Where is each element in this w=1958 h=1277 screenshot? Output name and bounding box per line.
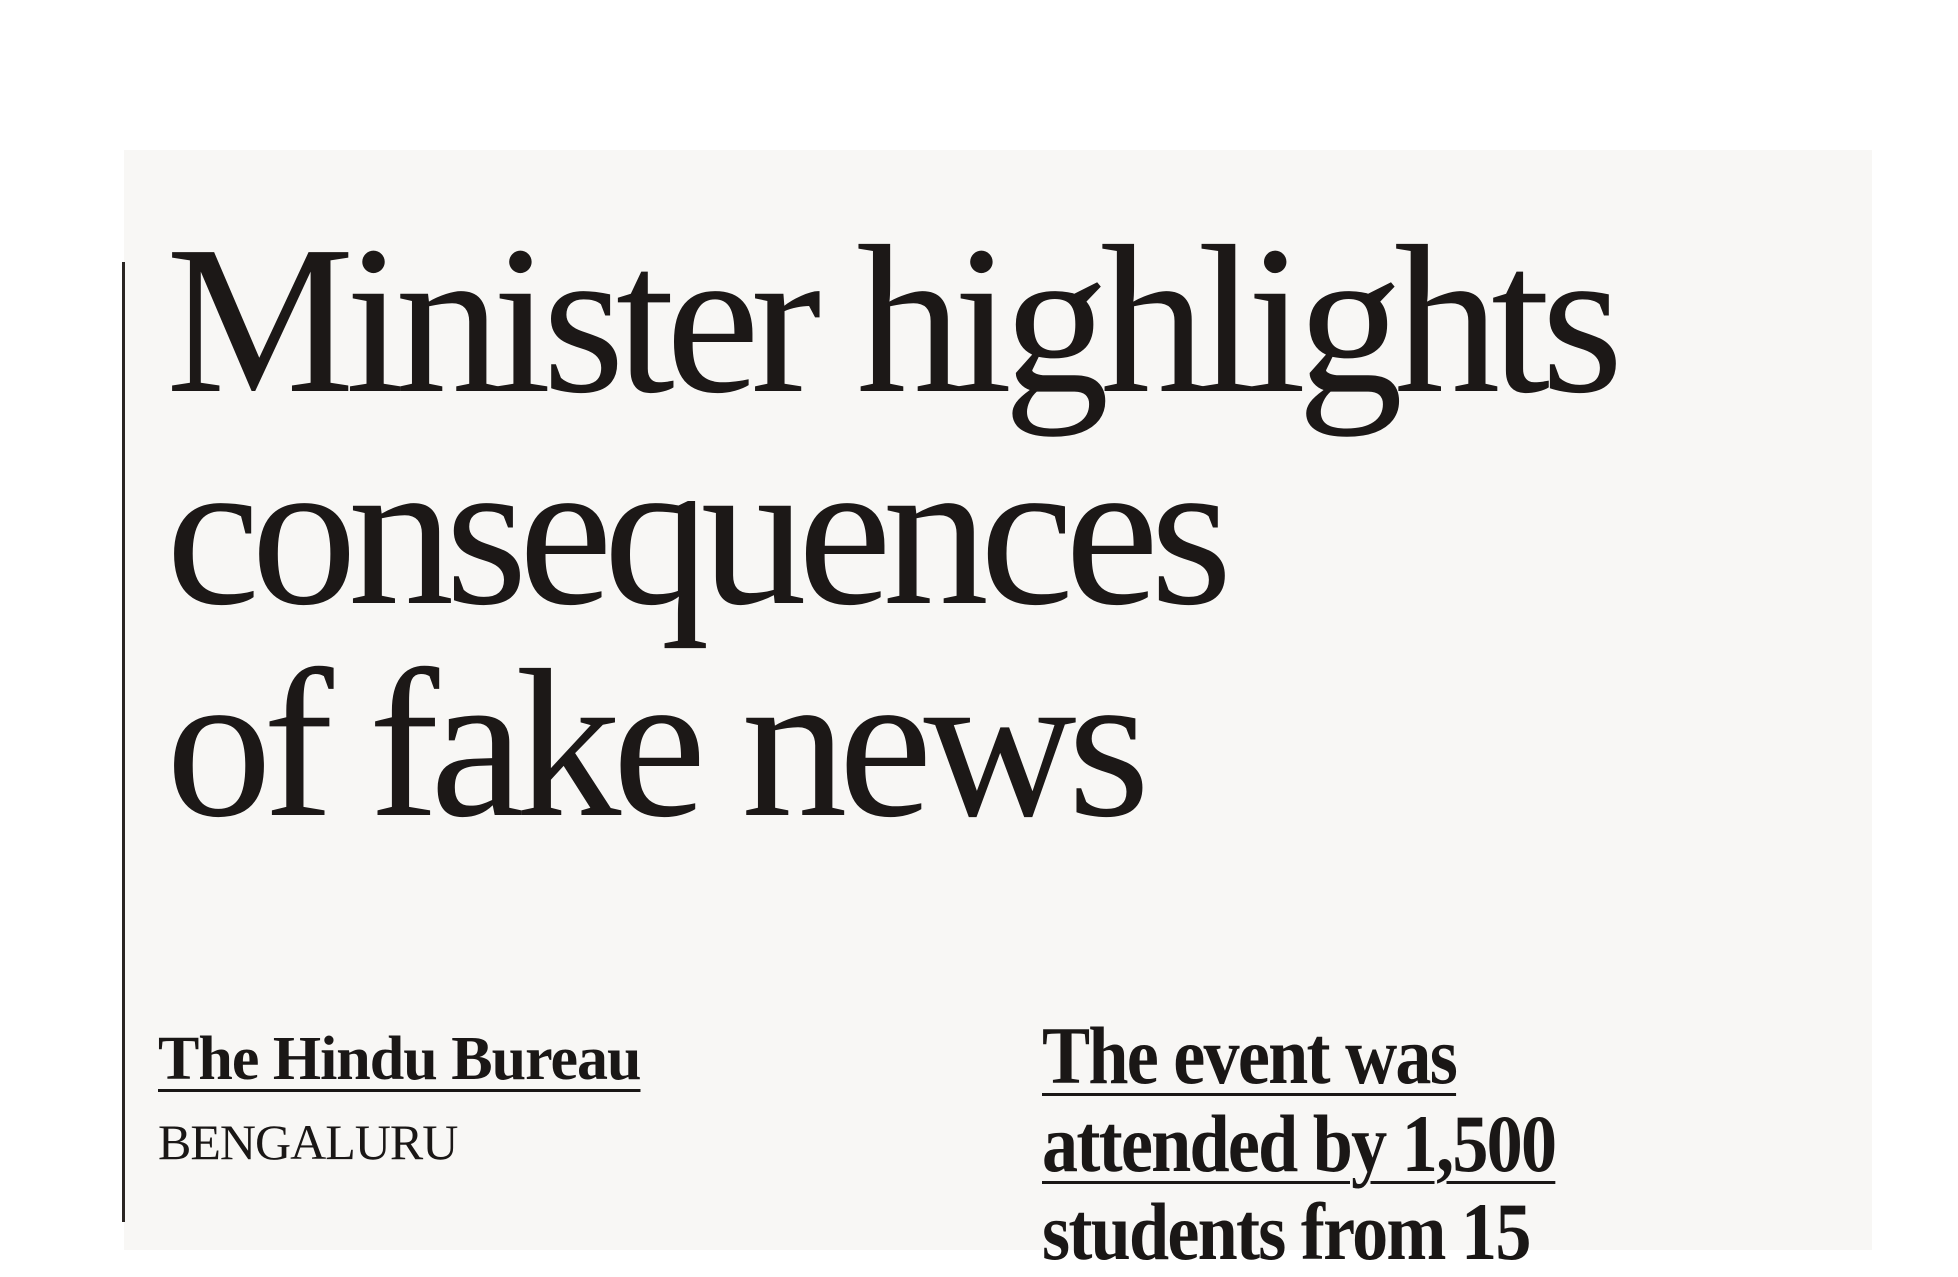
newspaper-clipping [124,150,1872,1250]
headline-line: of fake news [166,626,1150,861]
pull-quote-line: The event was [1042,1010,1458,1101]
pull-quote-line: attended by 1,500 [1042,1098,1557,1189]
pull-quote-line: students from 15 [1042,1186,1531,1277]
dateline: BENGALURU [158,1114,458,1170]
headline: Minister highlights consequences of fake… [166,202,1624,861]
byline: The Hindu Bureau [158,1025,641,1093]
pull-quote: The event was attended by 1,500 students… [1042,1010,1557,1277]
column-rule [122,262,125,1222]
headline-line: consequences [166,414,1232,649]
headline-line: Minister highlights [166,202,1624,437]
